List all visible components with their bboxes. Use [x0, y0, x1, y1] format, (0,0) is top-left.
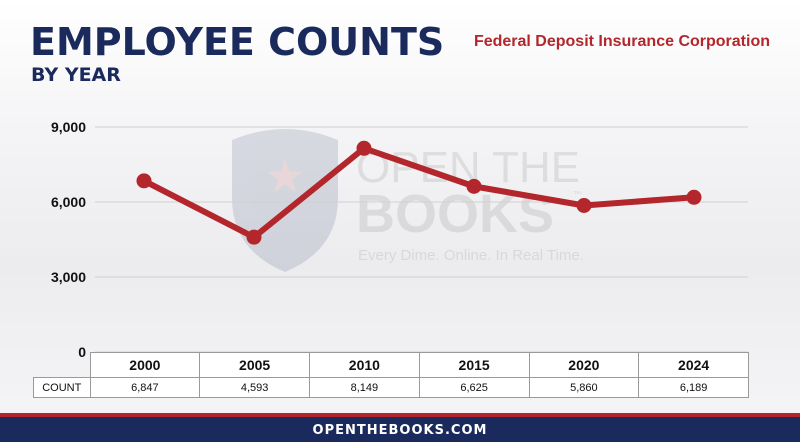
table-corner — [33, 352, 91, 378]
y-tick-label: 6,000 — [51, 194, 86, 210]
x-tick-label: 2020 — [528, 352, 640, 378]
y-tick-label: 9,000 — [51, 119, 86, 135]
y-tick-label: 3,000 — [51, 269, 86, 285]
count-row-label: COUNT — [33, 377, 91, 398]
watermark: ★ OPEN THE BOOKS ™ Every Dime. Online. I… — [232, 129, 584, 272]
x-tick-label: 2010 — [309, 352, 420, 378]
series-line — [141, 145, 697, 241]
star-icon: ★ — [264, 149, 305, 203]
x-tick-label: 2024 — [638, 352, 749, 378]
data-label: 4,593 — [199, 377, 310, 398]
data-label: 5,860 — [528, 377, 640, 398]
count-row: COUNT 6,847 4,593 8,149 6,625 5,860 6,189 — [33, 377, 749, 398]
data-point — [576, 198, 592, 213]
chart-subtitle: BY YEAR — [31, 64, 121, 86]
y-tick-label: 0 — [78, 344, 86, 360]
chart-title: EMPLOYEE COUNTS — [30, 20, 445, 64]
x-tick-label: 2000 — [89, 352, 201, 378]
year-row: 2000 2005 2010 2015 2020 2024 — [33, 352, 749, 378]
data-table: 2000 2005 2010 2015 2020 2024 COUNT 6,847 4,593… — [33, 352, 749, 398]
watermark-tagline: Every Dime. Online. In Real Time. — [358, 247, 584, 264]
site-link[interactable]: OPENTHEBOOKS.COM — [312, 423, 488, 438]
agency-name: Federal Deposit Insurance Corporation — [473, 33, 770, 50]
x-tick-label: 2005 — [199, 352, 310, 378]
footer-stripe — [0, 413, 800, 417]
footer-bar: OPENTHEBOOKS.COM — [0, 417, 800, 442]
data-point — [356, 140, 372, 156]
data-label: 8,149 — [309, 377, 420, 398]
data-point — [136, 173, 152, 189]
data-point — [686, 189, 702, 205]
x-tick-label: 2015 — [418, 352, 530, 378]
data-point — [246, 229, 262, 245]
data-label: 6,625 — [418, 377, 530, 398]
data-point — [466, 178, 482, 194]
data-label: 6,189 — [638, 377, 749, 398]
data-label: 6,847 — [89, 377, 201, 398]
